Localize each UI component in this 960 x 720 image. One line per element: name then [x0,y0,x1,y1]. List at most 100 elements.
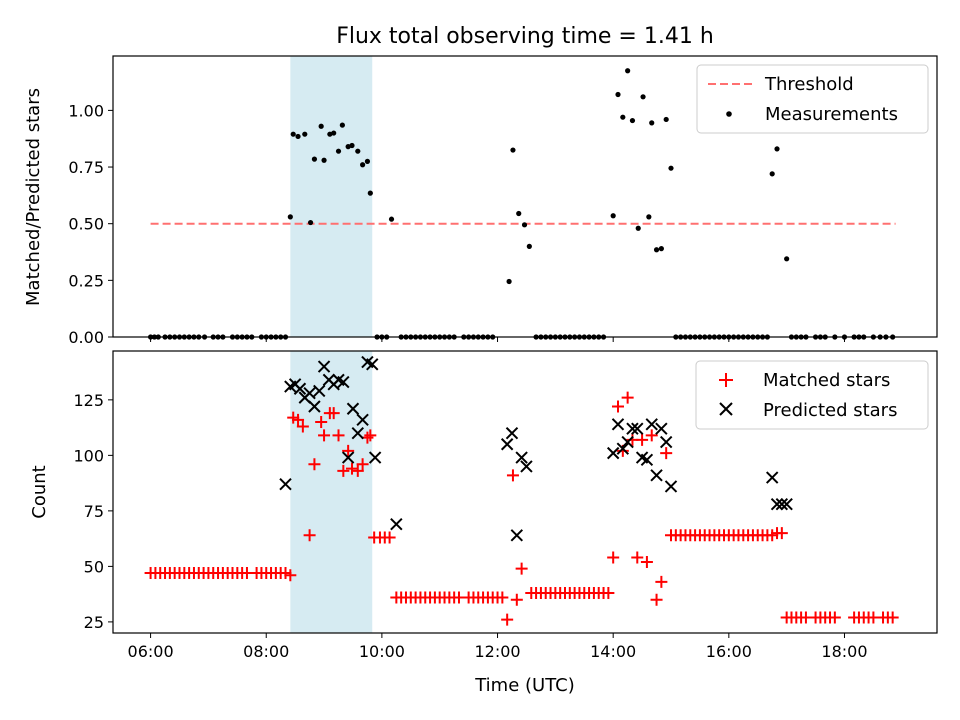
measurement-point [635,225,641,231]
predicted-star-marker [655,422,668,435]
matched-star-marker [510,593,523,606]
top-legend: Threshold Measurements [696,64,929,134]
matched-star-marker [364,429,377,442]
matched-star-marker [645,429,658,442]
measurement-point [364,158,371,164]
measurement-point [290,131,296,137]
x-tick-label: 18:00 [821,642,867,661]
matched-star-marker [650,593,663,606]
measurement-point [302,131,308,137]
predicted-star-marker [626,422,639,435]
bottom-y-tick-label: 75 [84,502,104,521]
matched-star-marker [332,429,345,442]
measurement-point [510,147,516,153]
measurement-point [355,148,361,154]
measurement-point [307,219,314,226]
predicted-star-marker [659,435,673,449]
measurement-point [629,117,636,124]
measurement-point [295,133,301,140]
measurement-point [658,246,664,252]
x-tick-label: 08:00 [243,642,289,661]
bottom-legend-box [695,360,929,430]
predicted-star-marker [621,435,634,449]
measurement-point [318,123,324,129]
predicted-star-marker [351,426,364,440]
measurement-point [311,156,318,162]
x-tick-label: 06:00 [128,642,174,661]
matched-star-marker [621,391,634,404]
top-y-tick-label: 1.00 [68,101,104,120]
measurement-point [335,148,342,154]
matched-star-marker [351,464,364,477]
matched-star-marker [496,591,509,604]
predicted-star-marker [650,469,663,482]
top-y-tick-label: 0.00 [68,328,104,347]
predicted-star-marker [765,471,779,484]
measurement-point [360,162,366,168]
measurement-point [287,214,293,220]
top-chart-panel: 0.00 0.25 0.50 0.75 1.00 [68,55,938,347]
predicted-star-marker [520,460,533,473]
matched-star-marker [337,464,350,477]
predicted-star-marker [313,384,326,398]
predicted-star-marker [606,446,620,460]
predicted-star-marker [640,453,654,467]
matched-star-marker [303,529,316,542]
legend-measurements-label: Measurements [765,104,898,125]
predicted-star-marker [366,358,379,371]
matched-star-marker [660,447,673,460]
matched-star-marker [315,416,328,429]
predicted-star-marker [505,426,519,440]
measurement-point [620,114,626,120]
predicted-star-marker [317,360,331,373]
measurement-point [521,222,528,228]
x-tick-label: 14:00 [590,642,636,661]
measurement-point [506,278,512,285]
measurement-point [339,122,345,128]
x-tick-label: 16:00 [706,642,752,661]
matched-star-marker [318,429,331,442]
matched-star-marker [515,562,528,575]
x-tick-label: 12:00 [474,642,520,661]
bottom-y-axis-label: Count [29,465,50,518]
matched-star-marker [356,458,369,471]
predicted-star-marker [780,498,793,511]
measurement-point [640,94,646,100]
measurement-point [331,130,337,136]
predicted-star-marker [341,451,355,464]
bottom-axes-frame [112,350,938,634]
measurement-point [769,171,775,177]
measurement-point [321,157,327,163]
predicted-star-marker [631,422,644,435]
top-y-tick-label: 0.25 [68,271,104,290]
matched-star-marker [607,551,620,564]
bottom-y-tick-label: 125 [73,391,104,410]
measurement-point [516,210,522,217]
bottom-y-tick-label: 25 [84,613,104,632]
predicted-star-marker [510,529,524,542]
measurement-point [526,243,532,249]
legend-measurements-swatch [726,111,732,117]
matched-star-marker [284,569,297,582]
matched-star-marker [506,469,519,482]
top-y-axis-label: Matched/Predicted stars [23,88,44,306]
matched-star-marker [631,551,644,564]
predicted-star-marker [308,400,321,413]
predicted-star-marker [303,386,316,400]
matched-star-marker [346,462,359,475]
bottom-x-axis-label: Time (UTC) [474,675,575,696]
bottom-legend: Matched stars Predicted stars [695,360,929,430]
predicted-star-marker [346,402,360,415]
measurement-point [668,165,674,171]
top-y-tick-label: 0.75 [68,158,104,177]
predicted-star-marker [337,375,350,389]
top-chart-title: Flux total observing time = 1.41 h [336,24,714,49]
predicted-star-marker [645,418,658,431]
top-legend-box [696,64,929,134]
matched-star-marker [640,555,653,568]
predicted-star-marker [616,442,630,455]
measurement-point [615,91,621,98]
measurement-point [653,247,660,253]
matched-star-marker [292,413,305,426]
